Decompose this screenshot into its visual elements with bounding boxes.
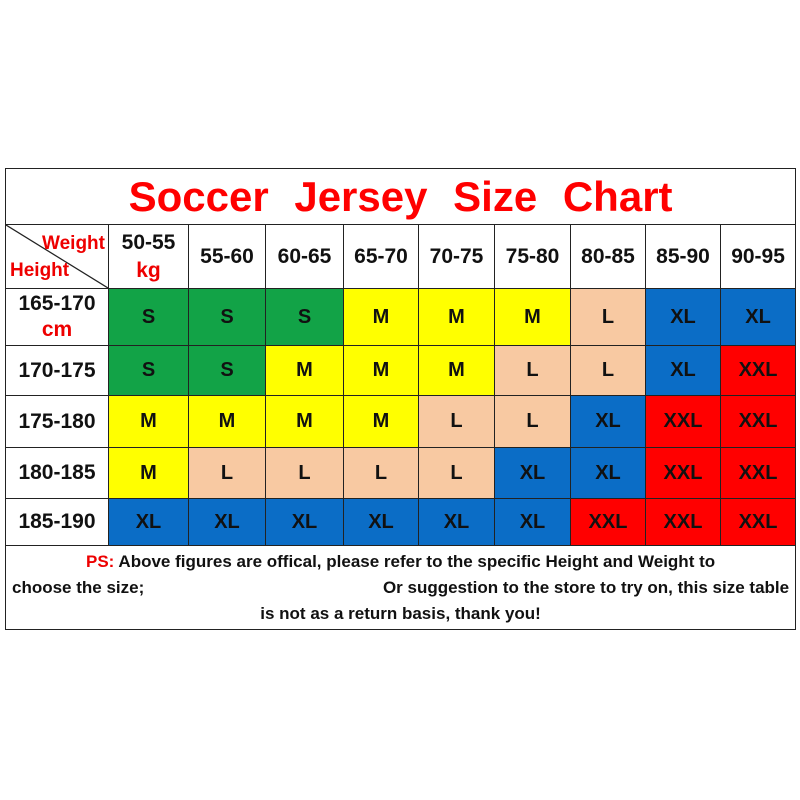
- size-cell: XXL: [719, 345, 797, 396]
- size-cell: M: [108, 447, 189, 499]
- size-cell: S: [188, 288, 266, 346]
- height-range: 180-185: [18, 461, 96, 484]
- height-row-header: 165-170 cm: [5, 288, 109, 346]
- weight-range: 70-75: [429, 244, 484, 268]
- size-cell: M: [343, 395, 419, 448]
- size-cell: XL: [494, 498, 571, 546]
- size-cell: M: [265, 345, 344, 396]
- size-cell: L: [418, 395, 495, 448]
- size-cell: XL: [645, 288, 721, 346]
- weight-unit: kg: [136, 258, 161, 282]
- weight-label: Weight: [42, 233, 105, 254]
- size-cell: XL: [265, 498, 344, 546]
- size-cell: S: [108, 288, 189, 346]
- weight-range: 50-55: [121, 230, 176, 254]
- size-cell: S: [265, 288, 344, 346]
- size-cell: M: [108, 395, 189, 448]
- diagonal-divider: [6, 225, 108, 288]
- height-range: 170-175: [18, 358, 96, 382]
- size-chart-table: Soccer Jersey Size Chart Weight Height 5…: [4, 168, 797, 630]
- size-cell: M: [494, 288, 571, 346]
- size-cell: L: [494, 345, 571, 396]
- height-row-header: 185-190: [5, 498, 109, 546]
- height-range: 185-190: [18, 510, 96, 533]
- chart-title: Soccer Jersey Size Chart: [4, 168, 797, 225]
- weight-column-header: 80-85: [570, 224, 646, 289]
- table-row: 185-190 XL XL XL XL XL XL XXL XXL XXL: [5, 498, 797, 546]
- size-cell: L: [570, 345, 646, 396]
- weight-column-header: 60-65: [265, 224, 344, 289]
- size-cell: M: [418, 345, 495, 396]
- size-cell: XL: [108, 498, 189, 546]
- size-cell: XL: [570, 447, 646, 499]
- weight-range: 85-90: [656, 244, 710, 268]
- weight-range: 55-60: [200, 244, 254, 268]
- size-cell: XXL: [645, 395, 721, 448]
- table-row: 180-185 M L L L L XL XL XXL XXL: [5, 447, 797, 499]
- size-cell: L: [570, 288, 646, 346]
- height-range: 175-180: [18, 409, 96, 433]
- weight-range: 60-65: [277, 244, 332, 268]
- corner-header: Weight Height: [5, 224, 109, 289]
- size-cell: L: [494, 395, 571, 448]
- ps-label: PS:: [85, 551, 115, 571]
- weight-column-header: 65-70: [343, 224, 419, 289]
- size-cell: XXL: [645, 447, 721, 499]
- size-cell: S: [108, 345, 189, 396]
- size-cell: M: [343, 345, 419, 396]
- table-row: 175-180 M M M M L L XL XXL XXL: [5, 395, 797, 448]
- size-cell: L: [343, 447, 419, 499]
- weight-column-header: 55-60: [188, 224, 266, 289]
- weight-range: 75-80: [505, 244, 560, 268]
- size-cell: M: [188, 395, 266, 448]
- height-row-header: 170-175: [5, 345, 109, 396]
- size-cell: L: [418, 447, 495, 499]
- size-cell: XL: [494, 447, 571, 499]
- size-cell: XL: [418, 498, 495, 546]
- table-row: 170-175 S S M M M L L XL XXL: [5, 345, 797, 396]
- size-cell: XXL: [719, 395, 797, 448]
- size-cell: XXL: [719, 447, 797, 499]
- size-cell: XL: [645, 345, 721, 396]
- size-cell: M: [343, 288, 419, 346]
- footer-note: PS: Above figures are offical, please re…: [4, 545, 797, 630]
- table-row: 165-170 cm S S S M M M L XL XL: [5, 288, 797, 346]
- footer-line-3: is not as a return basis, thank you!: [260, 603, 541, 623]
- weight-range: 65-70: [354, 244, 408, 268]
- size-cell: M: [265, 395, 344, 448]
- size-cell: XL: [570, 395, 646, 448]
- weight-column-header: 70-75: [418, 224, 495, 289]
- size-cell: XXL: [570, 498, 646, 546]
- size-cell: M: [418, 288, 495, 346]
- footer-line-2-left: choose the size;: [12, 577, 145, 597]
- weight-range: 80-85: [581, 244, 635, 268]
- size-cell: S: [188, 345, 266, 396]
- height-unit: cm: [41, 318, 73, 341]
- size-cell: L: [265, 447, 344, 499]
- footer-line-1: Above figures are offical, please refer …: [114, 551, 716, 571]
- size-cell: XXL: [645, 498, 721, 546]
- height-row-header: 180-185: [5, 447, 109, 499]
- size-cell: XXL: [719, 498, 797, 546]
- weight-column-header: 75-80: [494, 224, 571, 289]
- height-range: 165-170: [18, 292, 96, 315]
- weight-column-header: 50-55 kg: [108, 224, 189, 289]
- size-cell: XL: [343, 498, 419, 546]
- size-cell: L: [188, 447, 266, 499]
- weight-range: 90-95: [731, 244, 785, 268]
- weight-column-header: 85-90: [645, 224, 721, 289]
- height-label: Height: [10, 260, 70, 281]
- weight-column-header: 90-95: [719, 224, 797, 289]
- footer-line-2-right: Or suggestion to the store to try on, th…: [382, 577, 790, 597]
- height-row-header: 175-180: [5, 395, 109, 448]
- size-cell: XL: [188, 498, 266, 546]
- size-cell: XL: [719, 288, 797, 346]
